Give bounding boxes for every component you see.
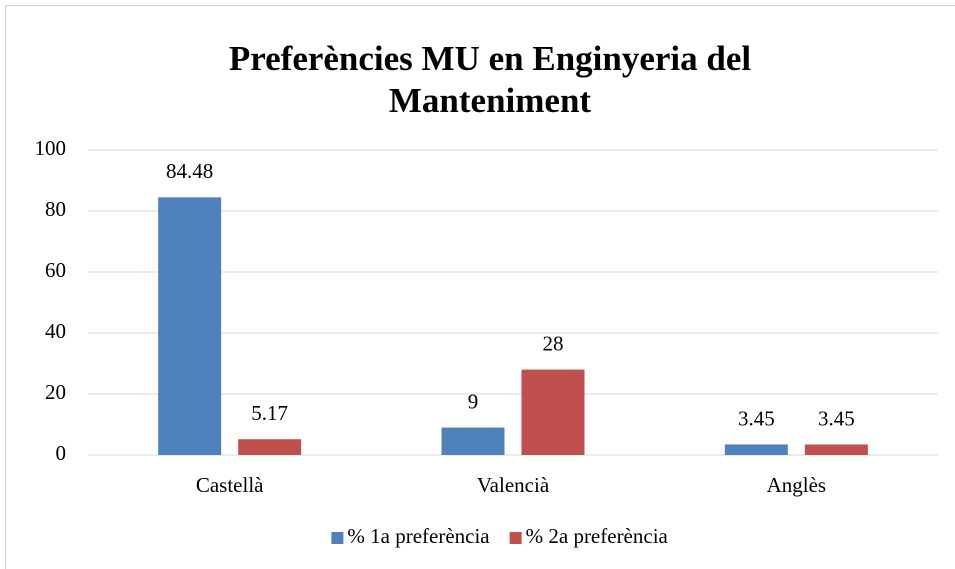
bar bbox=[441, 427, 505, 455]
data-label: 84.48 bbox=[166, 159, 213, 183]
data-label: 3.45 bbox=[738, 406, 775, 430]
bar bbox=[521, 369, 585, 455]
y-tick-label: 80 bbox=[45, 197, 66, 221]
x-tick-label: Anglès bbox=[767, 473, 827, 497]
y-tick-label: 20 bbox=[45, 380, 66, 404]
bar bbox=[238, 439, 302, 455]
data-label: 3.45 bbox=[818, 406, 855, 430]
y-tick-label: 0 bbox=[56, 441, 67, 465]
chart-title: Preferències MU en Enginyeria del Manten… bbox=[228, 39, 752, 120]
chart-frame bbox=[5, 5, 955, 569]
legend-swatch bbox=[509, 532, 522, 544]
bar bbox=[724, 444, 788, 455]
x-tick-label: Castellà bbox=[196, 473, 264, 497]
bar bbox=[804, 444, 868, 455]
legend-label: % 1a preferència bbox=[347, 524, 490, 548]
y-tick-label: 60 bbox=[45, 258, 66, 282]
legend-swatch bbox=[331, 532, 344, 544]
bar bbox=[158, 197, 222, 455]
data-label: 5.17 bbox=[251, 401, 288, 425]
y-tick-label: 40 bbox=[45, 319, 66, 343]
data-label: 28 bbox=[543, 331, 564, 355]
data-label: 9 bbox=[468, 389, 479, 413]
x-tick-label: Valencià bbox=[477, 473, 550, 497]
legend-label: % 2a preferència bbox=[526, 524, 669, 548]
y-tick-label: 100 bbox=[35, 136, 67, 160]
